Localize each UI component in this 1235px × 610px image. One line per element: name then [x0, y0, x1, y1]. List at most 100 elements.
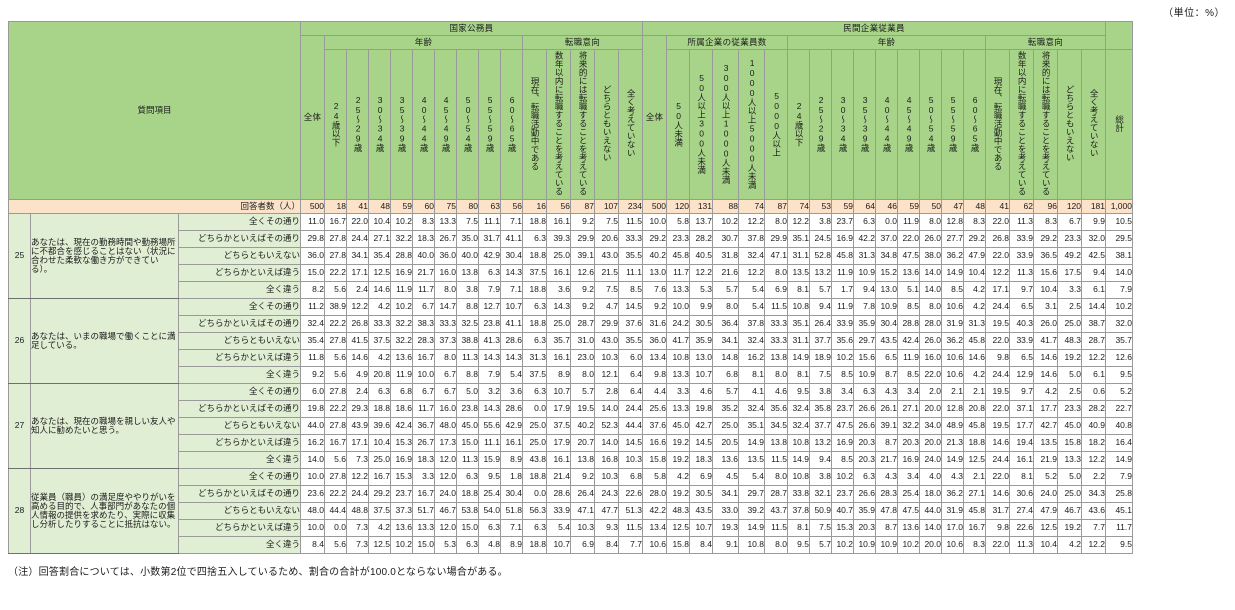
data-cell: 7.7: [618, 536, 643, 554]
data-cell: 4.2: [368, 519, 391, 537]
respondent-count-cell: 74: [787, 199, 810, 214]
data-cell: 21.3: [941, 434, 964, 452]
data-cell: 39.6: [368, 417, 391, 435]
data-cell: 5.1: [897, 281, 920, 299]
data-cell: 40.3: [1009, 315, 1034, 333]
data-cell: 10.2: [712, 213, 739, 231]
data-cell: 2.5: [1057, 298, 1082, 316]
data-cell: 9.1: [712, 536, 739, 554]
data-cell: 8.1: [787, 281, 810, 299]
data-cell: 18.8: [522, 247, 547, 265]
data-cell: 37.0: [875, 230, 898, 248]
data-cell: 47.1: [570, 502, 595, 520]
data-cell: 9.7: [1009, 281, 1034, 299]
col-nat-age-7: 55〜59歳: [478, 49, 501, 200]
data-cell: 9.4: [809, 451, 832, 469]
data-cell: 33.9: [1009, 247, 1034, 265]
data-cell: 27.8: [324, 383, 347, 401]
data-cell: 10.2: [831, 536, 854, 554]
data-cell: 10.2: [390, 298, 413, 316]
data-cell: 9.2: [570, 468, 595, 486]
question-text: あなたは、現在の職場を親しい友人や知人に勧めたいと思う。: [30, 383, 179, 469]
data-cell: 11.3: [1009, 264, 1034, 282]
data-cell: 33.3: [368, 315, 391, 333]
table-body: 回答者数（人） 500 18 41 48 59 60 75 80 63 56 16 56 87 107 234…: [8, 199, 1133, 554]
data-cell: 29.5: [1105, 230, 1133, 248]
data-cell: 28.0: [642, 485, 667, 503]
data-cell: 44.0: [919, 502, 942, 520]
data-cell: 25.0: [546, 315, 571, 333]
data-cell: 23.7: [831, 213, 854, 231]
data-cell: 14.5: [618, 434, 643, 452]
data-cell: 24.2: [666, 315, 690, 333]
data-cell: 4.2: [963, 298, 986, 316]
data-cell: 28.7: [570, 315, 595, 333]
data-cell: 10.6: [642, 536, 667, 554]
subgroup-national-age: 年齢: [324, 35, 523, 50]
data-cell: 19.5: [985, 417, 1010, 435]
data-cell: 35.7: [1105, 332, 1133, 350]
data-cell: 8.9: [546, 366, 571, 384]
data-cell: 12.2: [787, 213, 810, 231]
data-cell: 33.3: [434, 315, 457, 333]
col-priv-firm-4: 5000人以上: [764, 49, 788, 200]
data-cell: 20.5: [712, 434, 739, 452]
data-cell: 14.5: [689, 434, 713, 452]
data-cell: 3.4: [897, 468, 920, 486]
data-cell: 41.7: [666, 332, 690, 350]
data-cell: 10.7: [546, 383, 571, 401]
header-row-vertical: 24歳以下 25〜29歳 30〜34歳 35〜39歳 40〜44歳 45〜49歳…: [9, 49, 1133, 200]
data-cell: 14.3: [500, 264, 523, 282]
respondent-count-label: 回答者数（人）: [8, 199, 301, 214]
data-cell: 33.9: [1009, 332, 1034, 350]
data-cell: 10.0: [642, 213, 667, 231]
col-nat-age-4: 40〜44歳: [412, 49, 435, 200]
data-cell: 5.8: [666, 213, 690, 231]
data-cell: 0.0: [522, 485, 547, 503]
data-cell: 31.9: [941, 502, 964, 520]
respondent-count-cell: 56: [546, 199, 571, 214]
data-cell: 4.5: [712, 468, 739, 486]
data-cell: 2.1: [941, 383, 964, 401]
data-cell: 18.9: [809, 349, 832, 367]
data-cell: 31.0: [570, 332, 595, 350]
data-cell: 6.5: [875, 349, 898, 367]
data-cell: 13.5: [738, 451, 765, 469]
data-cell: 23.8: [456, 400, 479, 418]
answer-option-label: どちらかといえば違う: [178, 519, 301, 537]
data-cell: 38.7: [1081, 315, 1106, 333]
col-nat-intent-2: 将来的には転職することを考えている: [570, 49, 595, 200]
data-cell: 32.2: [390, 315, 413, 333]
respondent-count-cell: 18: [324, 199, 347, 214]
data-cell: 7.5: [809, 366, 832, 384]
data-cell: 12.6: [1105, 349, 1133, 367]
data-cell: 25.4: [478, 485, 501, 503]
data-cell: 36.2: [941, 332, 964, 350]
data-cell: 56.3: [522, 502, 547, 520]
answer-option-label: どちらともいえない: [178, 247, 301, 265]
table-row: どちらかといえばその通り 29.8 27.8 24.4 27.1 32.2 18.3 26.7…: [9, 230, 1133, 248]
col-priv-age-5: 45〜49歳: [897, 49, 920, 200]
data-cell: 42.4: [390, 417, 413, 435]
data-cell: 18.8: [368, 400, 391, 418]
data-cell: 27.8: [324, 417, 347, 435]
data-cell: 5.3: [434, 536, 457, 554]
question-column-header: 質問項目: [8, 21, 301, 200]
data-cell: 10.9: [853, 264, 876, 282]
data-cell: 17.1: [346, 434, 369, 452]
data-cell: 20.8: [368, 366, 391, 384]
data-cell: 14.6: [368, 281, 391, 299]
data-cell: 20.3: [853, 434, 876, 452]
data-cell: 20.8: [963, 400, 986, 418]
data-cell: 26.4: [809, 315, 832, 333]
data-cell: 13.3: [666, 400, 690, 418]
data-cell: 16.1: [546, 349, 571, 367]
data-cell: 32.4: [787, 400, 810, 418]
data-cell: 14.7: [434, 298, 457, 316]
data-cell: 39.3: [546, 230, 571, 248]
respondent-count-cell: 500: [300, 199, 325, 214]
data-cell: 22.6: [618, 485, 643, 503]
data-cell: 14.5: [618, 298, 643, 316]
data-cell: 17.3: [434, 434, 457, 452]
data-cell: 6.8: [712, 366, 739, 384]
